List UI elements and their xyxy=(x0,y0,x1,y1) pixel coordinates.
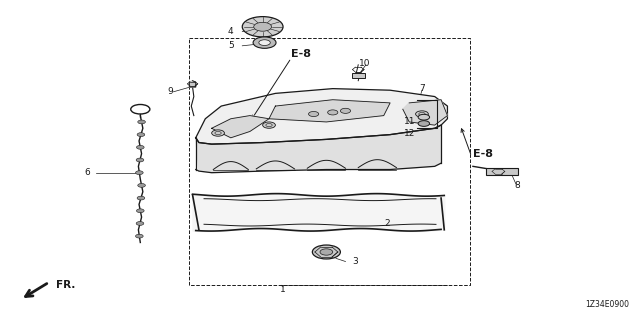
Polygon shape xyxy=(189,81,196,87)
Circle shape xyxy=(418,121,429,126)
Circle shape xyxy=(312,245,340,259)
Text: E-8: E-8 xyxy=(473,149,493,159)
Circle shape xyxy=(136,145,144,149)
Text: 8: 8 xyxy=(515,181,520,190)
Text: 11: 11 xyxy=(403,117,415,126)
Circle shape xyxy=(138,120,145,124)
Polygon shape xyxy=(403,100,447,125)
Circle shape xyxy=(253,22,271,31)
Text: 4: 4 xyxy=(228,27,234,36)
Circle shape xyxy=(415,111,428,117)
Circle shape xyxy=(136,171,143,175)
Polygon shape xyxy=(269,100,390,122)
Polygon shape xyxy=(212,116,269,138)
Text: 1Z34E0900: 1Z34E0900 xyxy=(585,300,629,309)
Circle shape xyxy=(328,110,338,115)
Circle shape xyxy=(136,158,144,162)
Circle shape xyxy=(136,234,143,238)
Circle shape xyxy=(136,221,144,225)
Circle shape xyxy=(243,17,283,37)
Circle shape xyxy=(320,249,333,255)
Circle shape xyxy=(259,40,270,45)
Text: 9: 9 xyxy=(168,87,173,96)
Text: 5: 5 xyxy=(228,41,234,50)
Text: 2: 2 xyxy=(384,219,390,228)
Polygon shape xyxy=(196,125,441,173)
Text: 1: 1 xyxy=(280,285,286,294)
Bar xyxy=(486,168,518,175)
Bar xyxy=(352,73,365,78)
Circle shape xyxy=(418,114,429,120)
Circle shape xyxy=(137,133,145,137)
Text: 6: 6 xyxy=(84,168,90,177)
Circle shape xyxy=(340,108,351,113)
Text: 10: 10 xyxy=(359,59,371,68)
Circle shape xyxy=(136,209,144,213)
Circle shape xyxy=(308,111,319,116)
Text: 3: 3 xyxy=(352,257,358,266)
Text: FR.: FR. xyxy=(56,280,75,290)
Text: E-8: E-8 xyxy=(291,49,311,59)
Polygon shape xyxy=(196,89,447,144)
Circle shape xyxy=(262,122,275,128)
Circle shape xyxy=(212,130,225,136)
Text: 7: 7 xyxy=(419,84,425,93)
Circle shape xyxy=(138,183,145,187)
Circle shape xyxy=(137,196,145,200)
Text: 12: 12 xyxy=(404,129,415,138)
Circle shape xyxy=(253,37,276,48)
